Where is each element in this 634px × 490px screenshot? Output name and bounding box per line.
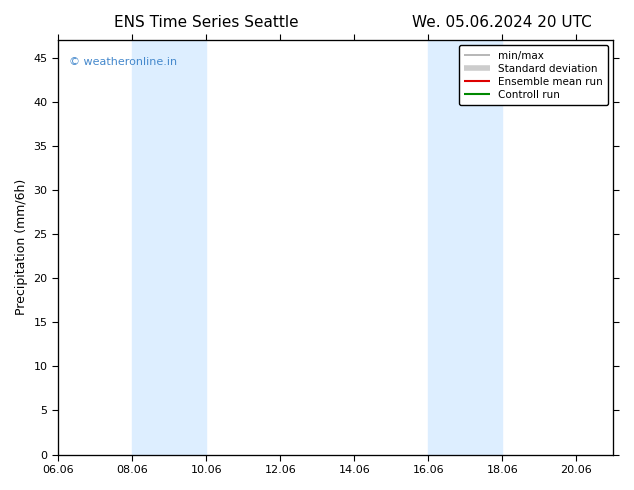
Text: © weatheronline.in: © weatheronline.in [69,57,178,67]
Y-axis label: Precipitation (mm/6h): Precipitation (mm/6h) [15,179,28,316]
Text: We. 05.06.2024 20 UTC: We. 05.06.2024 20 UTC [412,15,592,30]
Bar [132,40,206,455]
Bar [429,40,502,455]
Text: ENS Time Series Seattle: ENS Time Series Seattle [114,15,299,30]
Legend: min/max, Standard deviation, Ensemble mean run, Controll run: min/max, Standard deviation, Ensemble me… [458,46,608,105]
